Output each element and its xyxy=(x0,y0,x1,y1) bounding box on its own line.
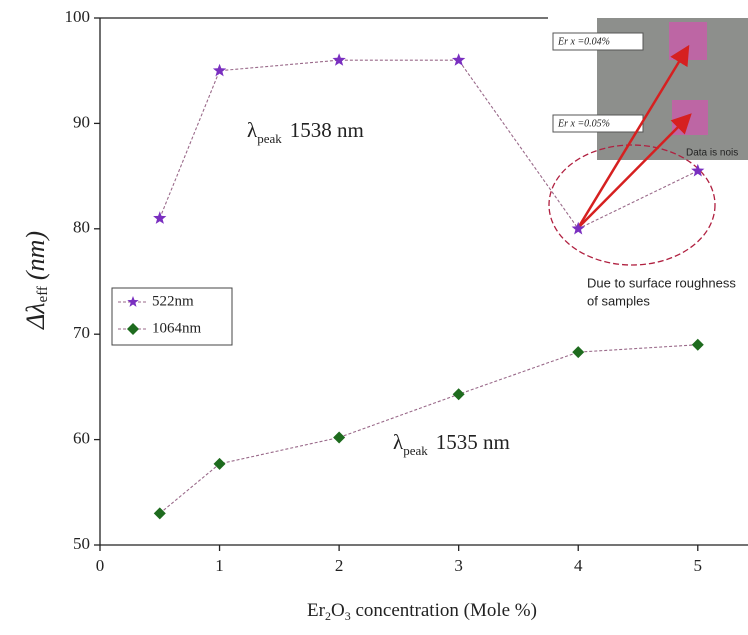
marker xyxy=(571,221,585,235)
annotation: λpeak 1535 nm xyxy=(393,430,510,458)
marker xyxy=(691,163,705,177)
inset-label: Er x =0.04% xyxy=(557,36,610,47)
annotation-lambda: λ xyxy=(247,118,258,142)
marker xyxy=(153,507,166,520)
legend-marker xyxy=(127,296,139,307)
legend-box xyxy=(111,287,233,346)
marker xyxy=(333,431,346,444)
x-tick-label: 4 xyxy=(574,556,583,575)
annotation: of samples xyxy=(587,293,650,308)
y-tick-label: 100 xyxy=(65,7,91,26)
marker xyxy=(213,457,226,470)
marker xyxy=(691,338,704,351)
y-label-unit: (nm) xyxy=(21,231,50,280)
x-tick-label: 3 xyxy=(454,556,463,575)
series-line xyxy=(159,59,699,230)
y-tick-label: 80 xyxy=(73,218,90,237)
x-tick-label: 5 xyxy=(694,556,703,575)
inset-label: Data is nois xyxy=(686,148,738,159)
highlight-ellipse xyxy=(548,144,716,266)
marker xyxy=(452,388,465,401)
annotation: Due to surface roughness xyxy=(587,275,736,290)
annotation-lambda: λ xyxy=(393,430,404,454)
annotation-sub: peak xyxy=(403,443,428,458)
arrow xyxy=(577,113,692,229)
x-tick-label: 0 xyxy=(96,556,105,575)
series-line xyxy=(159,344,698,514)
x-tick-label: 2 xyxy=(335,556,344,575)
y-label-sub: eff xyxy=(35,286,51,302)
y-tick-label: 50 xyxy=(73,534,90,553)
y-tick-label: 60 xyxy=(73,429,90,448)
marker xyxy=(153,211,167,224)
y-tick-label: 70 xyxy=(73,323,90,342)
inset-label: Er x =0.05% xyxy=(557,118,610,129)
y-label-main: Δλ xyxy=(21,302,50,330)
y-axis-label: Δλeff (nm) xyxy=(21,231,51,330)
marker xyxy=(332,53,346,66)
x-label-part: 2 xyxy=(325,609,331,623)
marker xyxy=(452,53,466,66)
marker xyxy=(212,63,227,77)
legend-marker xyxy=(127,323,139,335)
y-tick-label: 90 xyxy=(73,112,90,131)
x-axis-label: Er2O3 concentration (Mole %) xyxy=(307,600,537,622)
marker xyxy=(572,346,585,359)
arrow xyxy=(576,44,690,229)
x-tick-label: 1 xyxy=(215,556,224,575)
x-label-part: O xyxy=(331,600,345,621)
annotation: λpeak 1538 nm xyxy=(247,118,364,146)
inset-photo: Er x =0.04% Er x =0.05% Data is nois xyxy=(552,18,748,160)
legend-label: 1064nm xyxy=(152,320,202,336)
x-label-part: 3 xyxy=(345,609,351,623)
annotation-text: 1535 nm xyxy=(436,430,510,454)
annotation-sub: peak xyxy=(257,131,282,146)
x-label-part: Er xyxy=(307,600,326,621)
annotation-text: 1538 nm xyxy=(290,118,364,142)
x-label-part: concentration (Mole %) xyxy=(351,600,537,621)
legend-label: 522nm xyxy=(152,293,194,309)
